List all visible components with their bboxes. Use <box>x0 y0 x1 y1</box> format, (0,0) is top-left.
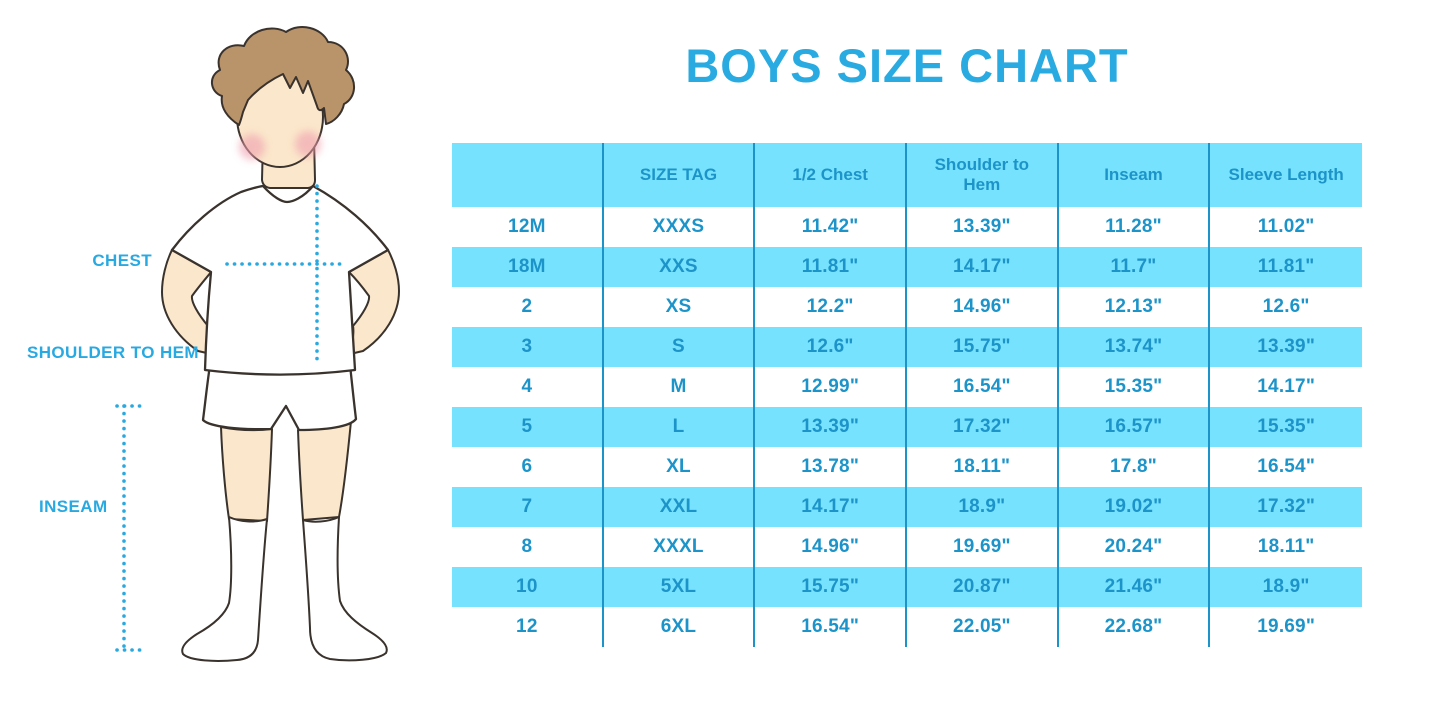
size-cell: 8 <box>452 527 604 567</box>
value-cell: 13.39" <box>1210 327 1362 367</box>
size-cell: 3 <box>452 327 604 367</box>
value-cell: 12.6" <box>755 327 907 367</box>
chest-label: CHEST <box>92 251 152 270</box>
value-cell: 20.24" <box>1059 527 1211 567</box>
size-cell: 6 <box>452 447 604 487</box>
value-cell: 18.11" <box>1257 536 1315 557</box>
header-cell <box>452 143 604 207</box>
value-cell: 11.28" <box>1059 207 1211 247</box>
value-cell: 13.39" <box>755 407 907 447</box>
value-cell: 18.11" <box>907 447 1059 487</box>
size-cell: 12M <box>452 207 604 247</box>
value-cell: 14.17" <box>907 247 1059 287</box>
value-cell: 12.99" <box>755 367 907 407</box>
value-cell: 13.39" <box>907 207 1059 247</box>
value-cell: XXS <box>603 247 756 287</box>
value-cell: 22.05" <box>907 607 1059 647</box>
value-cell: XXL <box>603 487 756 527</box>
shorts <box>201 363 358 432</box>
value-cell: 21.46" <box>1058 567 1211 607</box>
header-cell: Inseam <box>1058 143 1211 207</box>
value-cell: 11.81" <box>755 247 907 287</box>
value-cell: 14.17" <box>755 487 907 527</box>
value-cell: M <box>604 367 756 407</box>
value-cell: 19.69" <box>1257 616 1316 637</box>
value-cell: 11.7" <box>1058 247 1211 287</box>
header-cell: Shoulder to Hem <box>907 143 1059 207</box>
value-cell: 13.78" <box>755 447 907 487</box>
hair <box>211 26 355 126</box>
header-cell: 1/2 Chest <box>755 143 907 207</box>
value-cell: 16.54" <box>907 367 1059 407</box>
value-cell: 16.54" <box>1257 456 1316 477</box>
value-cell: XL <box>604 447 756 487</box>
value-cell: XS <box>604 287 756 327</box>
value-cell: 14.96" <box>755 527 907 567</box>
size-cell: 7 <box>452 487 604 527</box>
left-sock <box>181 516 268 662</box>
right-leg <box>297 420 352 521</box>
right-sock <box>302 516 388 662</box>
value-cell: 18.9" <box>1210 567 1362 607</box>
page-title: BOYS SIZE CHART <box>685 39 1129 92</box>
size-cell: 12 <box>452 607 604 647</box>
value-cell: 15.75" <box>755 567 907 607</box>
value-cell: 12.6" <box>1262 296 1310 317</box>
value-cell: 14.96" <box>907 287 1059 327</box>
size-table: SIZE TAG 1/2 Chest Shoulder to Hem Inseam Sl… <box>452 143 1362 647</box>
size-cell: 10 <box>452 567 604 607</box>
left-cheek <box>239 134 265 160</box>
value-cell: 15.35" <box>1210 407 1362 447</box>
size-cell: 2 <box>452 287 604 327</box>
value-cell: 12.2" <box>755 287 907 327</box>
value-cell: 19.69" <box>907 527 1059 567</box>
value-cell: 6XL <box>604 607 756 647</box>
header-cell: SIZE TAG <box>603 143 756 207</box>
value-cell: 17.32" <box>1210 487 1362 527</box>
size-cell: 18M <box>452 247 604 287</box>
value-cell: 15.35" <box>1059 367 1211 407</box>
value-cell: 18.9" <box>907 487 1059 527</box>
boy-figure-illustration <box>115 26 400 662</box>
value-cell: 11.81" <box>1210 247 1362 287</box>
value-cell: 12.13" <box>1059 287 1211 327</box>
value-cell: 17.8" <box>1059 447 1211 487</box>
t-shirt <box>170 184 390 376</box>
value-cell: 20.87" <box>907 567 1059 607</box>
value-cell: 22.68" <box>1059 607 1211 647</box>
value-cell: 5XL <box>603 567 756 607</box>
value-cell: 11.42" <box>755 207 907 247</box>
left-leg <box>220 426 273 522</box>
value-cell: XXXL <box>604 527 756 567</box>
size-cell: 4 <box>452 367 604 407</box>
inseam-label: INSEAM <box>39 497 108 516</box>
shoulder-to-hem-label: SHOULDER TO HEM <box>27 343 199 362</box>
value-cell: 11.02" <box>1257 216 1315 237</box>
value-cell: XXXS <box>604 207 756 247</box>
value-cell: S <box>603 327 756 367</box>
value-cell: 17.32" <box>907 407 1059 447</box>
header-cell: Sleeve Length <box>1210 143 1362 207</box>
value-cell: 15.75" <box>907 327 1059 367</box>
value-cell: 16.54" <box>755 607 907 647</box>
right-cheek <box>295 131 321 157</box>
value-cell: 13.74" <box>1058 327 1211 367</box>
value-cell: L <box>603 407 756 447</box>
value-cell: 14.17" <box>1257 376 1316 397</box>
size-cell: 5 <box>452 407 604 447</box>
value-cell: 19.02" <box>1058 487 1211 527</box>
value-cell: 16.57" <box>1058 407 1211 447</box>
